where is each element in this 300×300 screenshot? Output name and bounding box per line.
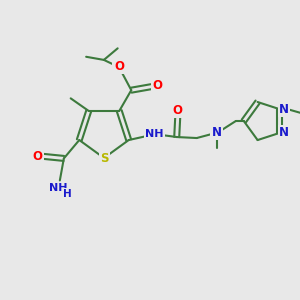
Text: S: S (100, 152, 109, 164)
Text: O: O (33, 150, 43, 163)
Text: O: O (114, 60, 124, 73)
Text: N: N (279, 103, 289, 116)
Text: H: H (64, 189, 72, 200)
Text: NH: NH (146, 129, 164, 139)
Text: N: N (212, 125, 222, 139)
Text: O: O (173, 103, 183, 116)
Text: N: N (279, 126, 289, 139)
Text: O: O (152, 79, 162, 92)
Text: NH: NH (49, 183, 67, 194)
